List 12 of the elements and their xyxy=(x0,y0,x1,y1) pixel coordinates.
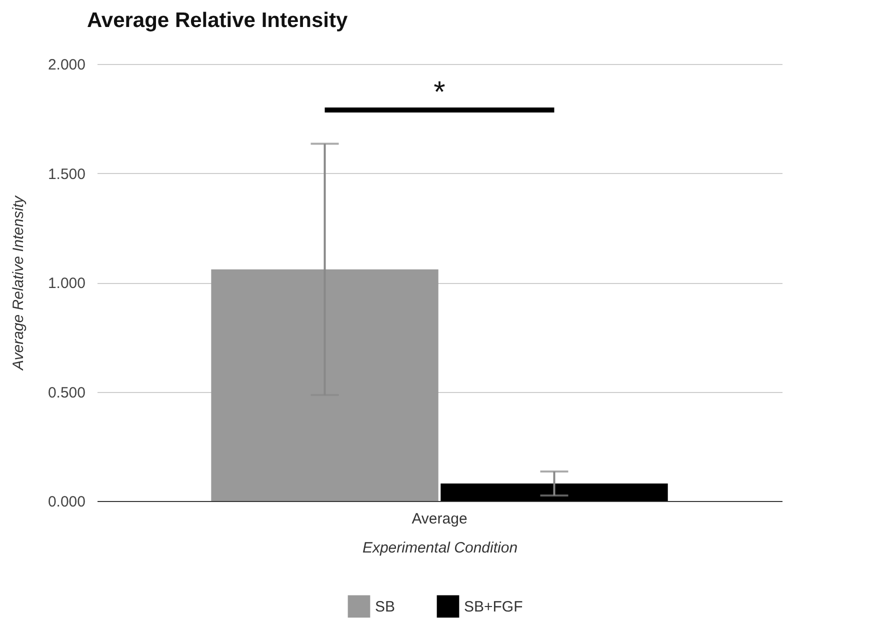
y-tick-label: 1.000 xyxy=(48,275,86,292)
x-axis-title: Experimental Condition xyxy=(362,540,518,556)
y-tick-label: 0.000 xyxy=(48,494,86,510)
chart-title: Average Relative Intensity xyxy=(87,9,348,32)
legend-label: SB xyxy=(375,598,396,616)
y-tick-label: 2.000 xyxy=(48,56,86,74)
legend-label: SB+FGF xyxy=(464,598,523,616)
y-axis-title: Average Relative Intensity xyxy=(10,194,27,371)
y-tick-label: 1.500 xyxy=(48,166,86,183)
x-tick-label: Average xyxy=(412,510,468,528)
y-tick-label: 0.500 xyxy=(48,384,86,402)
annotation: * xyxy=(434,76,446,109)
